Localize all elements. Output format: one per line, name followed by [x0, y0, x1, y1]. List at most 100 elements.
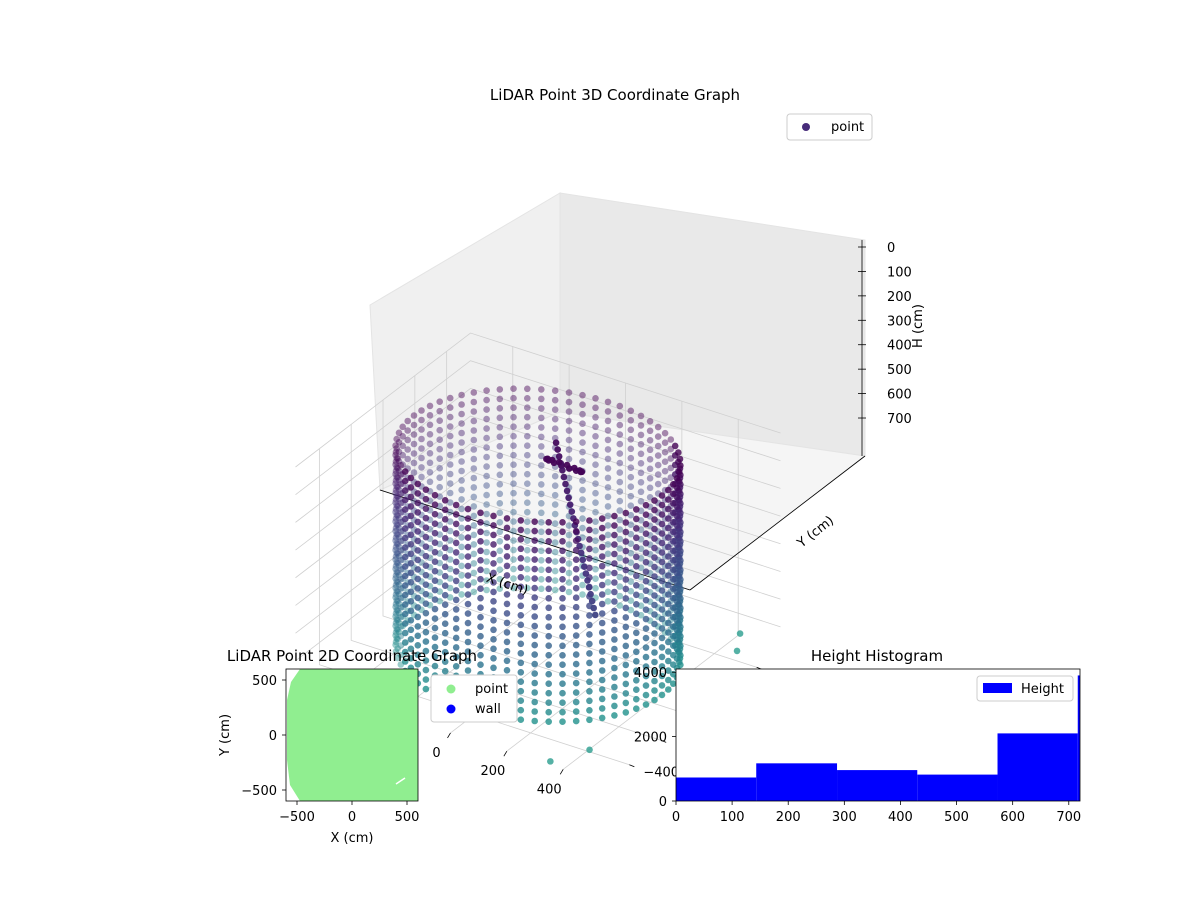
- lidar-point-3d: [422, 619, 430, 626]
- lidar-point-3d: [490, 626, 497, 634]
- lidar-point-3d: [665, 543, 672, 551]
- lidar-point-3d: [670, 632, 677, 640]
- lidar-point-3d: [393, 540, 401, 547]
- lidar-point-3d: [452, 606, 460, 613]
- lidar-point-3d: [446, 594, 454, 601]
- lidar-point-3d: [622, 661, 630, 669]
- lidar-point-3d: [677, 462, 684, 469]
- lidar-point-3d: [517, 526, 525, 534]
- lidar-point-3d: [414, 661, 422, 668]
- lidar-point-3d: [483, 444, 490, 451]
- lidar-point-3d: [392, 451, 399, 459]
- lidar-point-3d: [503, 562, 511, 570]
- lidar-point-3d: [658, 539, 666, 547]
- lidar-point-3d: [392, 622, 399, 630]
- lidar-point-3d: [531, 622, 538, 630]
- lidar-point-3d: [538, 519, 545, 526]
- lidar-point-3d: [414, 490, 422, 497]
- lidar-point-3d: [658, 568, 666, 575]
- lidar-point-3d: [651, 506, 658, 514]
- lidar-point-3d: [510, 508, 517, 516]
- lidar-point-3d: [637, 422, 645, 429]
- lidar-point-3d: [559, 557, 566, 564]
- lidar-point-3d: [426, 421, 434, 429]
- lidar-point-3d: [633, 506, 640, 513]
- lidar-point-3d: [407, 503, 415, 510]
- lidar-point-3d: [665, 591, 672, 598]
- lidar-point-3d: [395, 524, 403, 532]
- lidar-point-3d: [551, 529, 559, 537]
- lidar-point-3d: [579, 486, 586, 494]
- lidar-point-3d: [559, 595, 566, 602]
- lidar-point-3d: [637, 498, 645, 505]
- lidar-point-3d: [496, 538, 504, 545]
- lidar-point-3d: [559, 718, 566, 725]
- lidar-point-3d: [446, 527, 454, 535]
- lidar-point-3d: [622, 623, 630, 631]
- lidar-point-3d: [446, 556, 454, 563]
- lidar-point-3d: [592, 442, 599, 450]
- lidar-point-3d: [642, 634, 650, 642]
- lidar-point-3d: [538, 585, 545, 593]
- lidar-point-3d: [545, 614, 552, 621]
- lidar-point-3d: [658, 691, 666, 699]
- lidar-point-3d: [490, 512, 497, 520]
- lidar-point-3d: [665, 486, 672, 494]
- lidar-point-3d: [393, 464, 401, 471]
- lidar-point-3d: [637, 450, 645, 458]
- lidar-point-3d: [651, 592, 658, 599]
- lidar-point-3d: [394, 521, 402, 529]
- lidar-point-3d: [665, 667, 672, 674]
- lidar-point-3d: [586, 697, 593, 705]
- lidar-point-3d: [452, 634, 460, 642]
- lidar-point-3d: [604, 493, 612, 501]
- lidar-point-3d: [392, 600, 400, 608]
- lidar-point-3d: [392, 480, 399, 487]
- lidar-point-3d: [401, 525, 409, 532]
- lidar-point-3d: [394, 483, 402, 491]
- lidar-point-3d: [551, 558, 559, 565]
- lidar-point-3d: [579, 420, 586, 428]
- lidar-point-3d: [458, 477, 465, 484]
- lidar-point-3d: [517, 583, 525, 591]
- lidar-point-3d: [651, 497, 658, 504]
- lidar-point-3d: [524, 527, 531, 535]
- z-axis-label-3d: H (cm): [911, 304, 926, 348]
- x-tick-label-2d: −500: [279, 810, 315, 825]
- lidar-point-3d: [458, 429, 465, 437]
- lidar-point-3d: [531, 575, 538, 582]
- lidar-point-3d: [401, 648, 409, 656]
- lidar-point-3d: [670, 566, 677, 574]
- lidar-point-3d: [431, 596, 439, 603]
- legend-label-point-2d: point: [475, 682, 508, 697]
- lidar-point-3d: [538, 500, 545, 507]
- lidar-point-3d: [464, 553, 472, 560]
- lidar-point-3d: [572, 537, 580, 544]
- lidar-point-3d: [658, 549, 666, 556]
- lidar-point-3d: [490, 664, 497, 672]
- lidar-point-3d: [651, 563, 658, 571]
- lidar-point-3d: [395, 571, 403, 579]
- lidar-point-3d: [490, 522, 497, 529]
- lidar-point-3d: [592, 584, 599, 592]
- lidar-point-3d: [611, 531, 618, 539]
- lidar-point-3d: [517, 593, 525, 600]
- lidar-point-3d: [401, 620, 409, 627]
- lidar-point-3d: [510, 404, 517, 412]
- lidar-point-3d: [414, 651, 422, 659]
- lidar-point-3d: [399, 423, 407, 431]
- lidar-point-3d: [404, 455, 412, 463]
- lidar-point-3d: [598, 515, 606, 522]
- lidar-point-3d: [407, 617, 415, 624]
- lidar-point-3d: [404, 436, 412, 444]
- lidar-point-3d: [667, 436, 675, 443]
- lidar-point-3d: [633, 591, 640, 599]
- lidar-point-3d: [401, 534, 409, 542]
- lidar-point-3d: [531, 556, 538, 563]
- lidar-point-3d: [446, 394, 454, 402]
- lidar-point-3d: [414, 528, 422, 535]
- lidar-point-3d: [441, 648, 449, 656]
- lidar-point-3d: [470, 484, 478, 491]
- lidar-point-3d: [551, 482, 559, 490]
- lidar-point-3d: [446, 489, 454, 497]
